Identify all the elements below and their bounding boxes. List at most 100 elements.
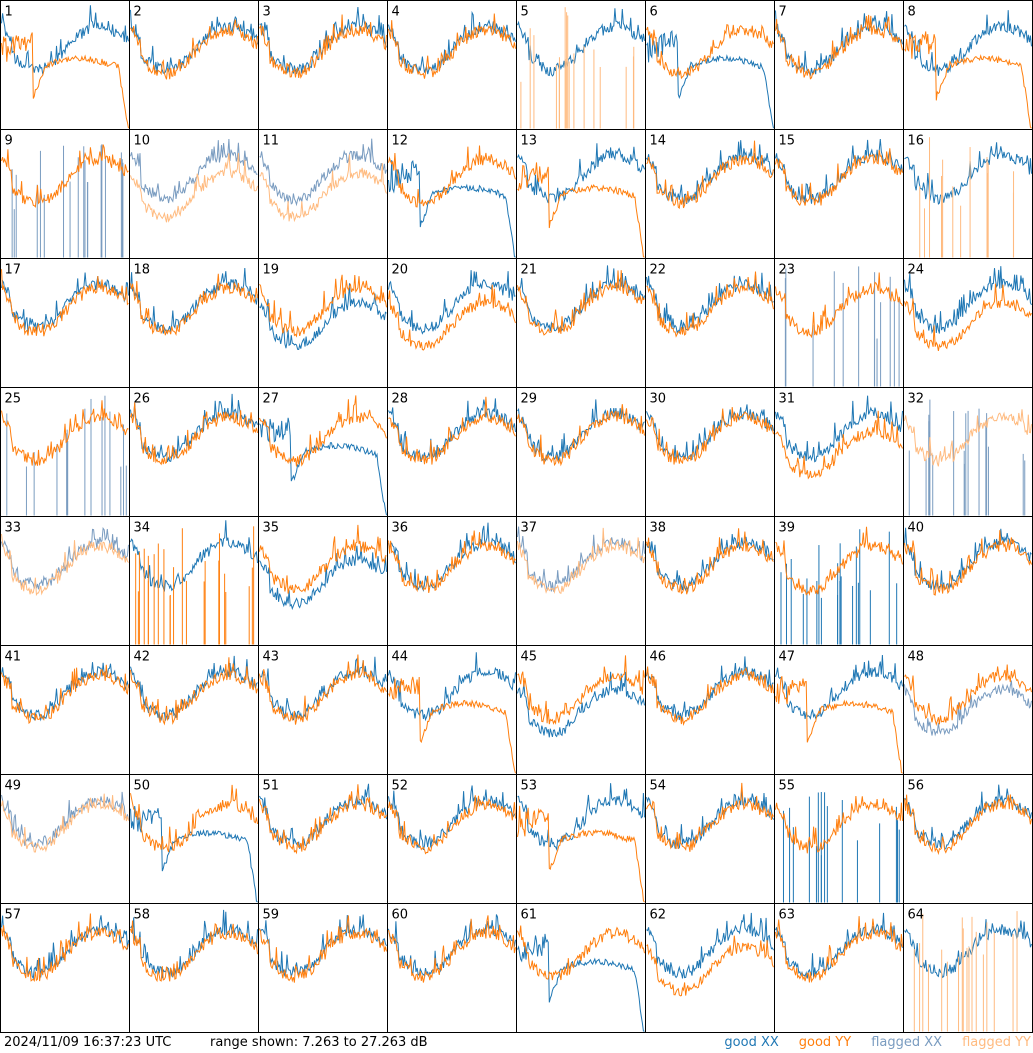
series-xx [388,270,516,335]
panel-55: 55 [774,774,904,904]
panel-frame [0,774,130,904]
panel-1: 1 [0,0,130,130]
legend-flagged-xx: flagged XX [871,1035,943,1050]
series-yy [388,396,516,465]
panel-38: 38 [645,516,775,646]
panel-frame [0,129,130,259]
panel-62: 62 [645,903,775,1033]
series-yy [517,404,645,467]
panel-50: 50 [129,774,259,904]
panel-28: 28 [387,387,517,517]
panel-label: 1 [5,5,13,20]
panel-label: 14 [650,134,667,149]
series-yy [517,925,645,981]
series-yy [775,272,903,339]
series-yy [1,400,129,467]
panel-label: 48 [908,650,925,665]
series-yy [775,14,903,80]
series-yy [775,148,903,206]
series-xx [517,265,645,333]
series-yy [646,407,774,465]
legend-good-yy: good YY [798,1035,852,1050]
series-yy [130,920,258,983]
panel-27: 27 [258,387,388,517]
panel-47: 47 [774,645,904,775]
series-yy [1,144,129,208]
series-xx [646,30,774,129]
series-yy [1,913,129,983]
panel-34: 34 [129,516,259,646]
series-yy [904,530,1032,596]
panel-label: 63 [779,908,796,923]
series-xx [904,142,1032,205]
series-xx [130,909,258,979]
series-xx [259,656,387,721]
panel-43: 43 [258,645,388,775]
series-yy [388,795,516,855]
panel-frame [516,516,646,646]
panel-label: 54 [650,779,667,794]
series-xx [259,417,387,516]
series-yy [904,794,1032,856]
panel-46: 46 [645,645,775,775]
panel-frame [516,129,646,259]
panel-frame [258,774,388,904]
panel-frame [129,516,259,646]
panel-label: 29 [521,392,538,407]
panel-label: 3 [263,5,271,20]
panel-label: 56 [908,779,925,794]
series-yy [646,666,774,727]
series-yy [130,273,258,337]
panel-41: 41 [0,645,130,775]
series-xx [259,283,387,350]
panel-11: 11 [258,129,388,259]
panel-frame [774,387,904,517]
series-yy [646,935,774,997]
panel-frame [258,258,388,388]
panel-21: 21 [516,258,646,388]
series-yy [1,269,129,337]
series-yy [904,664,1032,727]
series-yy [259,395,387,467]
series-xx [904,680,1032,737]
panel-35: 35 [258,516,388,646]
panel-frame [516,258,646,388]
panel-31: 31 [774,387,904,517]
panel-32: 32 [903,387,1033,517]
panel-label: 21 [521,263,538,278]
panel-label: 12 [392,134,409,149]
panel-label: 4 [392,5,400,20]
panel-label: 10 [134,134,151,149]
panel-label: 18 [134,263,151,278]
panel-label: 28 [392,392,409,407]
series-yy [775,795,903,854]
panel-label: 60 [392,908,409,923]
series-xx [1,5,129,75]
panel-frame [645,387,775,517]
panel-4: 4 [387,0,517,130]
panel-label: 39 [779,521,796,536]
panel-frame [645,645,775,775]
series-yy [646,528,774,595]
panel-8: 8 [903,0,1033,130]
panel-label: 45 [521,650,538,665]
series-yy [904,409,1032,467]
panel-label: 31 [779,392,796,407]
panel-25: 25 [0,387,130,517]
panel-label: 47 [779,650,796,665]
panel-frame [0,258,130,388]
series-xx [646,912,774,979]
panel-2: 2 [129,0,259,130]
series-yy [259,784,387,855]
panel-3: 3 [258,0,388,130]
panel-17: 17 [0,258,130,388]
series-xx [646,656,774,721]
panel-14: 14 [645,129,775,259]
footer: 2024/11/09 16:37:23 UTC range shown: 7.2… [0,1033,1033,1053]
panel-frame [516,903,646,1033]
series-yy [904,31,1032,129]
series-yy [1,533,129,597]
series-xx [646,787,774,850]
panel-60: 60 [387,903,517,1033]
